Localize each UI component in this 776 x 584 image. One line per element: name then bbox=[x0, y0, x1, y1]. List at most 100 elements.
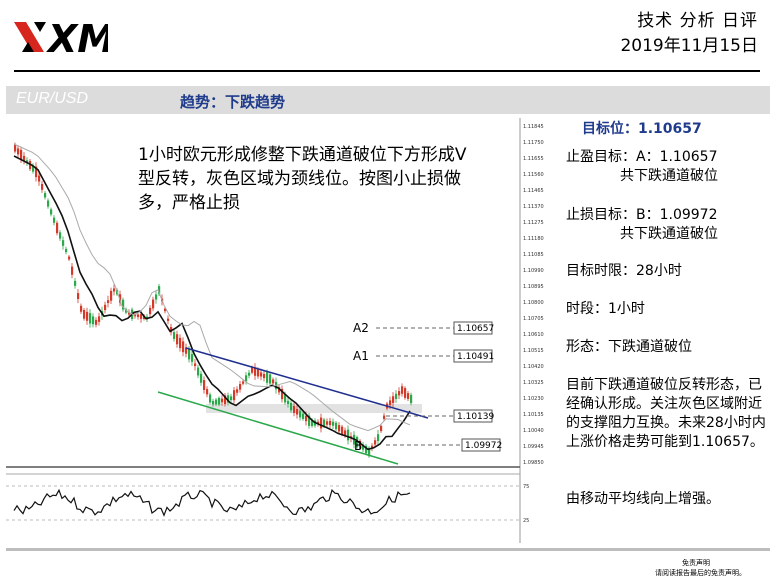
xm-logo: XM bbox=[14, 17, 108, 60]
y-tick-label: 1.10705 bbox=[523, 316, 544, 322]
upper-channel-line bbox=[185, 347, 429, 419]
candle-body bbox=[377, 434, 380, 441]
candle-body bbox=[38, 175, 41, 182]
candle-body bbox=[32, 165, 35, 172]
y-tick-label: 1.11370 bbox=[523, 204, 544, 210]
candle-body bbox=[185, 347, 188, 354]
candle-body bbox=[302, 413, 305, 419]
candle-body bbox=[305, 415, 308, 422]
candle-body bbox=[158, 286, 161, 294]
candle-body bbox=[395, 393, 398, 400]
candle-body bbox=[23, 155, 26, 161]
logo-text: XM bbox=[46, 17, 108, 60]
candle-body bbox=[167, 318, 170, 321]
candle-body bbox=[59, 232, 62, 239]
candle-body bbox=[404, 388, 407, 398]
candle-body bbox=[362, 444, 365, 450]
candle-body bbox=[14, 144, 17, 152]
price-chart: 1.11845 1.11750 1.11655 1.11560 1.11465 1.113… bbox=[6, 118, 552, 546]
candle-body bbox=[77, 293, 80, 300]
candle-body bbox=[323, 419, 326, 427]
analysis-text: 目前下跌通道破位反转形态，已经确认形成。关注灰色区域附近的支撑阻力互换。未来28… bbox=[566, 377, 766, 450]
candle-body bbox=[335, 422, 338, 430]
lower-channel-line bbox=[157, 391, 399, 465]
candle-body bbox=[68, 256, 71, 260]
y-axis-ticks: 1.11845 1.11750 1.11655 1.11560 1.11465 1.113… bbox=[523, 124, 544, 466]
candle-body bbox=[299, 410, 302, 418]
candle-body bbox=[170, 326, 173, 333]
candle-body bbox=[317, 421, 320, 425]
candle-body bbox=[17, 148, 20, 155]
y-tick-label: 1.10420 bbox=[523, 364, 544, 370]
candle-body bbox=[92, 316, 95, 325]
candle-body bbox=[410, 394, 413, 404]
candle-body bbox=[266, 372, 269, 383]
label-a2: A2 bbox=[353, 321, 369, 335]
y-tick-label: 1.10230 bbox=[523, 396, 544, 402]
candle-body bbox=[44, 192, 47, 198]
y-tick-label: 1.11845 bbox=[523, 124, 544, 130]
price-tag-b: 1.09972 bbox=[461, 438, 502, 452]
candle-body bbox=[62, 240, 65, 246]
y-tick-label: 1.09945 bbox=[523, 444, 544, 450]
timeframe: 时段：1小时 bbox=[566, 301, 645, 317]
candle-body bbox=[191, 354, 194, 362]
candle-body bbox=[254, 367, 257, 376]
candle-body bbox=[56, 222, 59, 234]
candle-body bbox=[284, 394, 287, 403]
candle-body bbox=[332, 421, 335, 426]
candle-body bbox=[248, 372, 251, 376]
candle-body bbox=[35, 166, 38, 178]
candle-body bbox=[392, 396, 395, 403]
y-tick-label: 1.09850 bbox=[523, 460, 544, 466]
y-tick-label: 1.10800 bbox=[523, 300, 544, 306]
candle-body bbox=[137, 314, 140, 318]
candle-body bbox=[290, 402, 293, 411]
svg-text:1.10139: 1.10139 bbox=[457, 412, 494, 422]
candle-body bbox=[74, 280, 77, 286]
y-tick-label: 1.10990 bbox=[523, 268, 544, 274]
candle-body bbox=[197, 367, 200, 376]
report-title: 技术 分析 日评 bbox=[637, 11, 758, 31]
price-tag-a2: 1.10657 bbox=[453, 321, 494, 335]
candle-body bbox=[329, 420, 332, 426]
candle-body bbox=[212, 400, 215, 405]
candle-body bbox=[296, 408, 299, 415]
candle-body bbox=[233, 390, 236, 401]
candle-body bbox=[20, 149, 23, 160]
currency-pair: EUR/USD bbox=[16, 90, 89, 107]
candle-body bbox=[41, 184, 44, 190]
candle-body bbox=[164, 308, 167, 312]
take-profit-note: 共下跌通道破位 bbox=[620, 168, 718, 184]
candle-body bbox=[251, 367, 254, 373]
candle-body bbox=[230, 396, 233, 401]
candle-body bbox=[224, 395, 227, 405]
candle-body bbox=[71, 266, 74, 275]
candle-body bbox=[281, 388, 284, 400]
candle-body bbox=[47, 200, 50, 207]
trend-label: 趋势：下跌趋势 bbox=[180, 93, 286, 111]
svg-text:1.10657: 1.10657 bbox=[457, 324, 494, 334]
y-tick-label: 1.10040 bbox=[523, 428, 544, 434]
candle-body bbox=[401, 386, 404, 394]
y-tick-label: 1.11180 bbox=[523, 236, 544, 242]
candle-body bbox=[134, 313, 137, 317]
price-tag-neckline: 1.10139 bbox=[453, 409, 494, 423]
y-tick-label: 1.11560 bbox=[523, 172, 544, 178]
candle-body bbox=[107, 300, 110, 304]
candle-body bbox=[140, 314, 143, 319]
candle-body bbox=[374, 440, 377, 445]
candle-body bbox=[26, 160, 29, 163]
candle-body bbox=[149, 307, 152, 315]
stop-loss: 止损目标：B：1.09972 bbox=[566, 207, 718, 223]
osc-tick-label: 75 bbox=[523, 484, 529, 490]
candle-body bbox=[98, 316, 101, 322]
candle-body bbox=[221, 398, 224, 403]
candle-body bbox=[257, 369, 260, 377]
disclaimer-text: 请阅读报告最后的免责声明。 bbox=[655, 569, 746, 577]
chart-annotation: 1小时欧元形成修整下跌通道破位下方形成V型反转，灰色区域为颈线位。按图小止损做多… bbox=[138, 145, 467, 213]
ma-note: 由移动平均线向上增强。 bbox=[566, 491, 720, 507]
candle-body bbox=[89, 313, 92, 324]
title-banner bbox=[6, 86, 770, 114]
disclaimer-title: 免责声明 bbox=[682, 559, 710, 567]
